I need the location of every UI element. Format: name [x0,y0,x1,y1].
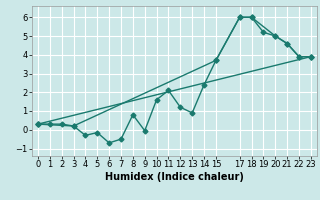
X-axis label: Humidex (Indice chaleur): Humidex (Indice chaleur) [105,172,244,182]
